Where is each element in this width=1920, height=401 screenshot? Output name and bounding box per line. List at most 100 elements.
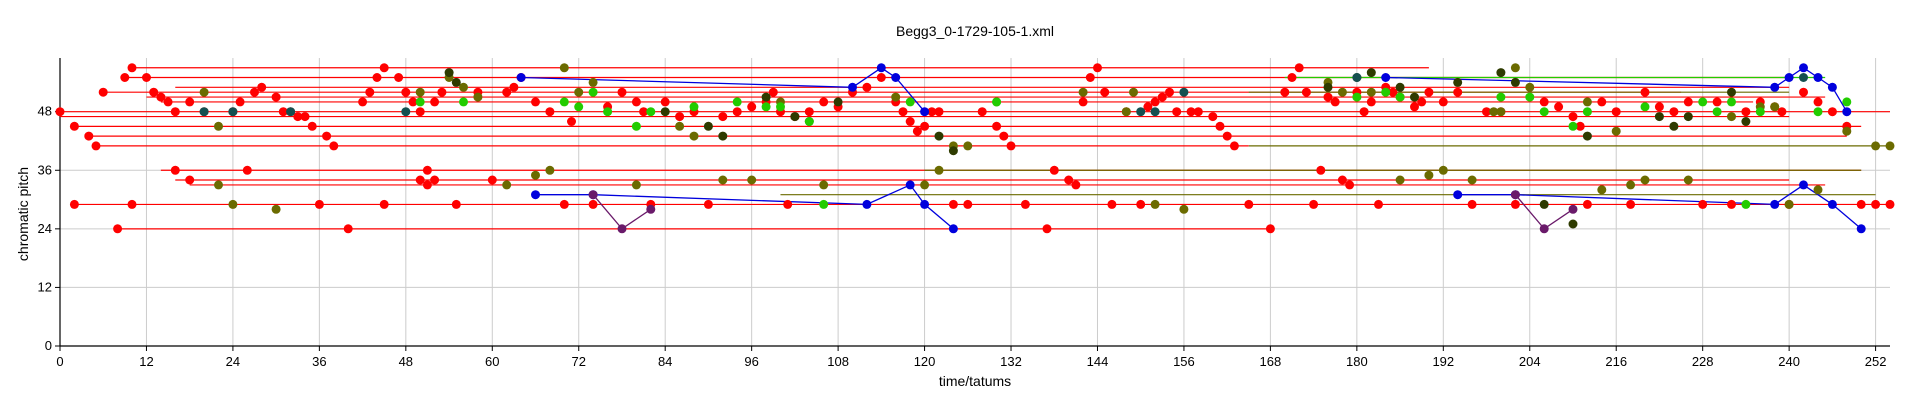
note-point bbox=[1554, 102, 1564, 112]
note-point bbox=[920, 107, 930, 117]
note-point bbox=[185, 97, 195, 107]
note-point bbox=[1510, 63, 1520, 73]
note-point bbox=[934, 131, 944, 141]
note-point bbox=[1856, 224, 1866, 234]
note-point bbox=[761, 92, 771, 102]
note-point bbox=[401, 87, 411, 97]
note-point bbox=[876, 63, 886, 73]
note-point bbox=[1813, 185, 1823, 195]
note-point bbox=[1395, 92, 1405, 102]
x-tick-label: 216 bbox=[1605, 354, 1627, 369]
note-point bbox=[1157, 92, 1167, 102]
note-point bbox=[1813, 73, 1823, 82]
note-point bbox=[768, 87, 778, 97]
note-point bbox=[1784, 73, 1794, 82]
note-point bbox=[113, 224, 123, 234]
note-point bbox=[1496, 107, 1506, 117]
note-point bbox=[1107, 199, 1117, 209]
note-point bbox=[473, 92, 483, 102]
note-point bbox=[1799, 180, 1808, 190]
note-point bbox=[1741, 199, 1751, 209]
note-point bbox=[1100, 87, 1110, 97]
note-point bbox=[1006, 141, 1016, 151]
note-point bbox=[833, 97, 843, 107]
note-point bbox=[214, 180, 223, 190]
note-point bbox=[574, 87, 584, 97]
x-tick-label: 96 bbox=[744, 354, 758, 369]
note-point bbox=[1193, 107, 1203, 117]
note-point bbox=[819, 199, 829, 209]
note-point bbox=[1799, 73, 1808, 82]
note-point bbox=[199, 107, 209, 117]
note-point bbox=[444, 68, 454, 78]
note-point bbox=[170, 165, 180, 175]
voice-path bbox=[1514, 194, 1574, 230]
note-point bbox=[1827, 107, 1837, 117]
note-point bbox=[1842, 97, 1852, 107]
note-point bbox=[1020, 199, 1030, 209]
note-point bbox=[639, 107, 649, 117]
note-point bbox=[1640, 102, 1650, 112]
note-point bbox=[1755, 107, 1765, 117]
note-point bbox=[314, 199, 324, 209]
note-point bbox=[329, 141, 339, 151]
note-point bbox=[1827, 199, 1837, 209]
note-point bbox=[1294, 63, 1304, 73]
note-point bbox=[84, 131, 94, 141]
note-point bbox=[1582, 107, 1592, 117]
tick-labels: 0 12 24 36 48 60 72 84 96 108 120 132 144 156 168 180 19… bbox=[38, 104, 1887, 369]
note-point bbox=[646, 204, 656, 214]
note-point bbox=[920, 121, 930, 131]
x-tick-label: 72 bbox=[572, 354, 586, 369]
note-point bbox=[459, 97, 468, 107]
note-point bbox=[1395, 175, 1405, 185]
note-point bbox=[1381, 87, 1391, 97]
x-tick-label: 192 bbox=[1432, 354, 1454, 369]
note-point bbox=[920, 199, 930, 209]
note-point bbox=[394, 73, 404, 82]
note-point bbox=[1395, 82, 1405, 92]
note-point bbox=[934, 165, 944, 175]
x-tick-label: 48 bbox=[399, 354, 413, 369]
note-point bbox=[127, 199, 137, 209]
note-point bbox=[660, 97, 670, 107]
note-point bbox=[1352, 92, 1362, 102]
note-point bbox=[1143, 102, 1153, 112]
note-point bbox=[703, 121, 713, 131]
note-point bbox=[235, 97, 245, 107]
note-point bbox=[1510, 190, 1520, 200]
note-point bbox=[1150, 97, 1160, 107]
y-tick-label: 0 bbox=[45, 338, 52, 353]
note-point bbox=[1611, 107, 1621, 117]
note-point bbox=[1640, 87, 1650, 97]
note-point bbox=[1179, 87, 1189, 97]
note-point bbox=[559, 199, 569, 209]
note-point bbox=[1042, 224, 1052, 234]
note-point bbox=[1129, 87, 1138, 97]
note-point bbox=[300, 112, 310, 122]
note-point bbox=[120, 73, 130, 82]
note-lines bbox=[60, 67, 1890, 230]
note-point bbox=[977, 107, 987, 117]
note-point bbox=[862, 199, 872, 209]
note-point bbox=[776, 102, 785, 112]
x-tick-label: 228 bbox=[1692, 354, 1714, 369]
note-point bbox=[804, 117, 814, 126]
note-point bbox=[415, 175, 425, 185]
y-tick-label: 24 bbox=[38, 221, 52, 236]
note-point bbox=[689, 131, 699, 141]
y-tick-label: 12 bbox=[38, 279, 52, 294]
axes bbox=[55, 58, 1890, 351]
note-point bbox=[1345, 180, 1355, 190]
note-point bbox=[1784, 199, 1794, 209]
note-point bbox=[293, 112, 303, 122]
note-point bbox=[163, 97, 173, 107]
x-tick-label: 84 bbox=[658, 354, 672, 369]
note-point bbox=[1727, 112, 1736, 122]
note-point bbox=[1770, 82, 1780, 92]
note-point bbox=[1582, 97, 1592, 107]
note-point bbox=[783, 199, 793, 209]
note-point bbox=[675, 112, 685, 122]
note-point bbox=[948, 146, 958, 156]
